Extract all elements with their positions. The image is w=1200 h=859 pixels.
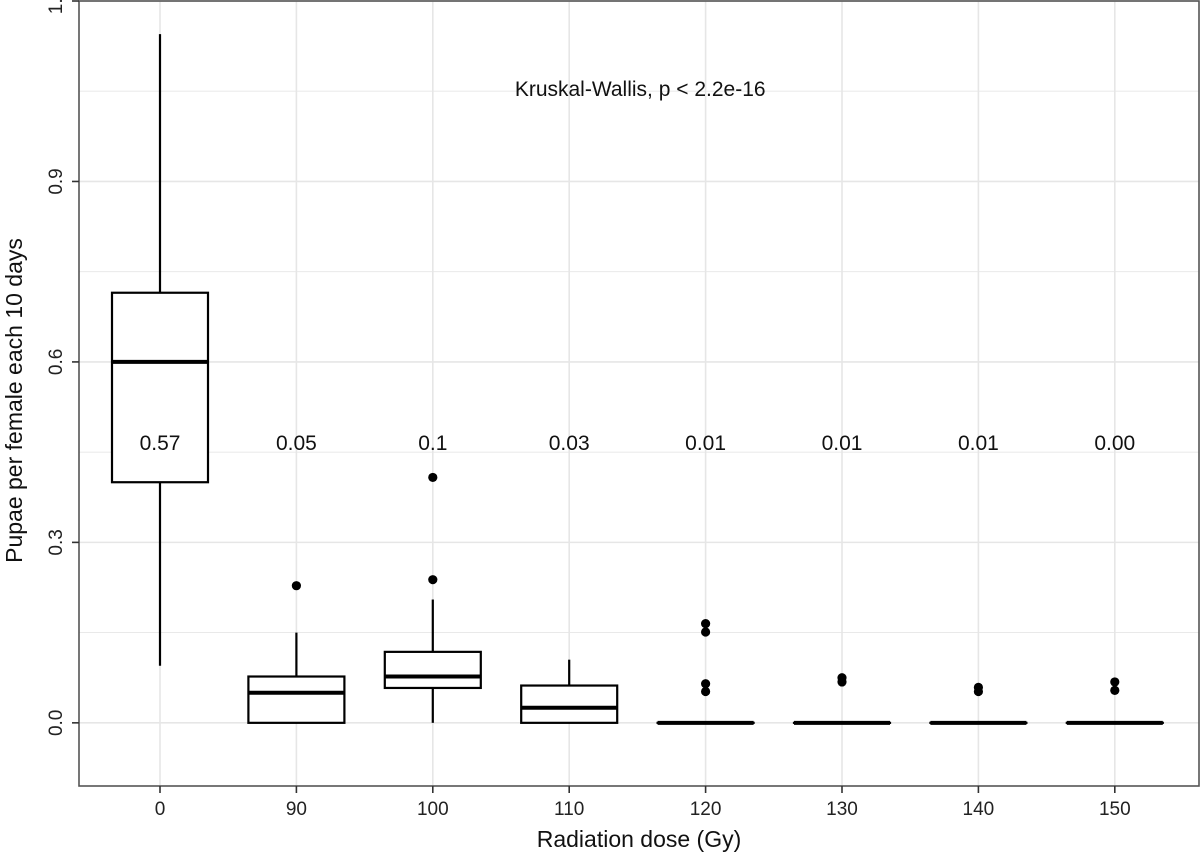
- outlier-point: [1110, 685, 1120, 695]
- mean-label: 0.01: [958, 432, 999, 455]
- y-tick-label: 0.3: [46, 529, 67, 555]
- x-tick-label: 90: [286, 799, 307, 820]
- box-iqr: [383, 650, 482, 690]
- box-series: 0.57 0.05 0.1 0.03 0.01 0.01 0.01 0.00: [110, 34, 1164, 725]
- x-tick-label: 120: [690, 799, 722, 820]
- outlier-point: [428, 575, 438, 585]
- mean-label: 0.1: [418, 432, 447, 455]
- box-120: 0.01: [656, 432, 755, 725]
- outlier-point: [701, 679, 711, 689]
- kruskal-wallis-annotation: Kruskal-Wallis, p < 2.2e-16: [515, 78, 766, 101]
- box-110: 0.03: [520, 432, 619, 724]
- box-90: 0.05: [247, 432, 346, 724]
- box-iqr: [110, 291, 210, 484]
- box-iqr: [520, 684, 619, 724]
- outlier-point: [701, 618, 711, 629]
- y-tick-label: 0.0: [46, 710, 67, 736]
- mean-label: 0.01: [685, 432, 726, 455]
- box-100: 0.1: [383, 432, 482, 723]
- box-130: 0.01: [792, 432, 892, 725]
- outlier-point: [701, 686, 711, 697]
- mean-label: 0.01: [822, 432, 863, 455]
- x-tick-label: 0: [155, 799, 166, 820]
- mean-label: 0.57: [140, 432, 181, 455]
- x-tick-label: 140: [963, 799, 995, 820]
- x-tick-label: 110: [554, 799, 584, 820]
- y-tick-label: 1.2: [46, 0, 67, 14]
- box-140: 0.01: [929, 432, 1028, 725]
- outlier-point: [973, 682, 984, 692]
- x-tick-label: 150: [1099, 799, 1131, 820]
- x-tick-label: 130: [826, 799, 858, 820]
- y-tick-label: 0.9: [46, 168, 67, 194]
- y-axis: 0.0 0.3 0.6 0.9 1.2: [46, 0, 79, 736]
- x-tick-label: 100: [417, 799, 449, 820]
- mean-label: 0.00: [1094, 432, 1135, 455]
- mean-label: 0.03: [549, 432, 590, 455]
- outlier-point: [291, 581, 301, 591]
- y-tick-label: 0.6: [46, 349, 67, 375]
- plot-frame: [78, 0, 1200, 787]
- box-150: 0.00: [1065, 432, 1164, 725]
- x-axis-title: Radiation dose (Gy): [537, 826, 742, 852]
- y-axis-title: Pupae per female each 10 days: [1, 238, 27, 563]
- box-iqr: [247, 675, 346, 724]
- outlier-point: [701, 627, 711, 637]
- outlier-point: [837, 673, 847, 683]
- outlier-point: [428, 472, 438, 483]
- outlier-point: [1110, 677, 1120, 687]
- mean-label: 0.05: [276, 432, 317, 455]
- grid-lines: [79, 0, 1199, 786]
- box-0: 0.57: [110, 34, 210, 666]
- x-axis: 0 90 100 110 120 130 140 150: [155, 786, 1131, 820]
